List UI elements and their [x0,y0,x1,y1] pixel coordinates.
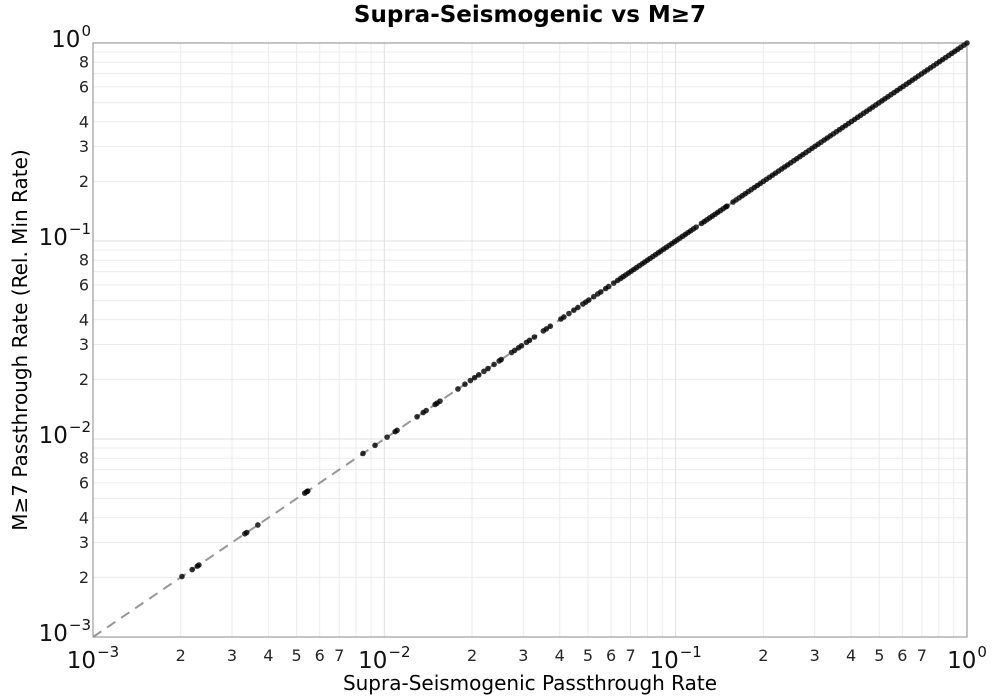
x-minor-tick-label: 7 [625,646,635,665]
y-minor-tick-label: 6 [79,275,89,294]
x-major-tick-label: 10−2 [358,643,410,674]
x-minor-tick-label: 6 [315,646,325,665]
data-point [498,356,504,363]
data-point [575,304,581,311]
y-major-tick-label: 100 [51,22,91,53]
x-minor-tick-label: 6 [897,646,907,665]
data-point [304,488,311,494]
data-point [372,442,378,449]
x-minor-tick-label: 2 [176,646,186,665]
x-minor-tick-label: 3 [518,646,528,665]
data-point [189,566,195,573]
x-minor-tick-label: 7 [334,646,344,665]
y-minor-tick-label: 3 [79,137,89,156]
y-minor-tick-label: 8 [79,53,89,72]
data-point [467,377,474,384]
y-minor-tick-label: 8 [79,251,89,270]
y-major-tick-label: 10−3 [39,616,91,647]
y-minor-tick-label: 6 [79,473,89,492]
y-minor-tick-label: 4 [79,310,89,329]
y-minor-tick-label: 4 [79,112,89,131]
data-point [360,450,366,457]
data-point [511,347,518,354]
data-point [423,407,429,414]
x-minor-tick-label: 5 [292,646,302,665]
data-point [605,283,612,290]
data-point [196,562,202,568]
x-minor-tick-label: 5 [583,646,593,665]
x-minor-tick-label: 2 [467,646,477,665]
data-point [610,280,617,286]
x-minor-tick-label: 4 [263,646,273,665]
data-point [179,573,185,580]
data-point [518,342,525,349]
chart-title: Supra-Seismogenic vs M≥7 [353,2,707,28]
y-minor-tick-label: 6 [79,77,89,96]
data-point [462,381,468,388]
data-point [531,334,538,340]
x-minor-tick-label: 7 [917,646,927,665]
x-minor-tick-label: 4 [555,646,565,665]
data-point [693,224,699,230]
y-major-tick-label: 10−1 [39,220,91,251]
y-minor-tick-label: 8 [79,449,89,468]
y-minor-tick-label: 3 [79,335,89,354]
data-point [543,326,550,332]
data-point [255,522,261,528]
data-point [597,289,604,295]
data-point [561,314,567,320]
data-point [485,365,491,372]
data-point [526,337,533,344]
data-point [590,293,597,300]
x-minor-tick-label: 2 [758,646,768,665]
y-minor-tick-label: 2 [79,172,89,191]
y-minor-tick-label: 2 [79,568,89,587]
data-point [547,323,554,330]
data-point [566,310,572,317]
x-minor-tick-label: 3 [227,646,237,665]
data-point [243,529,250,536]
x-minor-tick-label: 3 [810,646,820,665]
data-point [481,368,487,375]
data-point [586,297,592,303]
data-point [475,372,482,378]
data-point [414,413,420,420]
data-point [437,398,443,404]
x-axis-label: Supra-Seismogenic Passthrough Rate [342,671,718,695]
data-point [491,361,497,368]
x-major-tick-label: 100 [947,643,987,674]
data-point [455,386,461,392]
data-point [394,427,400,434]
y-minor-tick-label: 2 [79,370,89,389]
plot-border [92,42,968,638]
x-minor-tick-label: 6 [606,646,616,665]
y-minor-tick-label: 4 [79,508,89,527]
data-point [724,203,730,209]
data-point [571,307,577,313]
x-minor-tick-label: 5 [874,646,884,665]
y-major-tick-label: 10−2 [39,418,91,449]
y-minor-tick-label: 3 [79,533,89,552]
x-minor-tick-label: 4 [846,646,856,665]
x-major-tick-label: 10−3 [67,643,119,674]
data-point [964,40,970,46]
data-point [384,434,390,440]
data-point [471,374,478,381]
x-major-tick-label: 10−1 [649,643,701,674]
